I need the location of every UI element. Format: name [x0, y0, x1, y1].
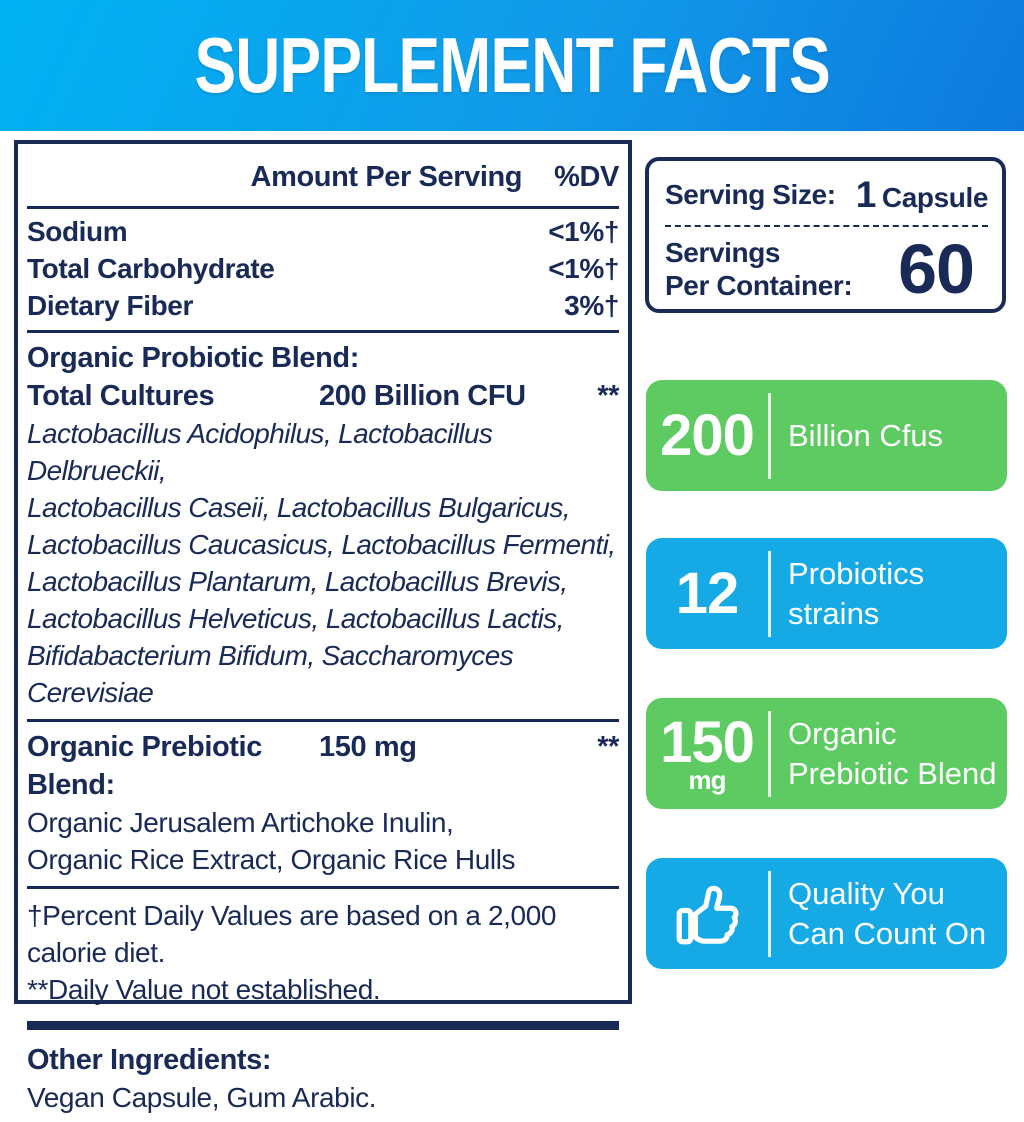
badge-prebiotic-blend: 150 mg Organic Prebiotic Blend [646, 698, 1007, 809]
dv-note: ** [597, 731, 619, 763]
serving-size-value: 1 Capsule [855, 174, 989, 216]
servings-per-container-value: 60 [898, 230, 975, 308]
dv-note: ** [597, 380, 619, 412]
divider [27, 206, 619, 209]
total-cultures-row: Total Cultures 200 Billion CFU ** [27, 377, 619, 415]
total-cultures-label: Total Cultures [27, 380, 215, 412]
nutrient-dv: <1%† [548, 253, 619, 284]
badge-number: 150 [660, 709, 755, 775]
probiotic-blend-title: Organic Probiotic Blend: [27, 342, 359, 374]
divider [27, 330, 619, 333]
prebiotic-blend-amount: 150 mg [319, 731, 417, 763]
divider [27, 719, 619, 722]
daily-value-footnote: †Percent Daily Values are based on a 2,0… [27, 900, 557, 968]
badge-label: Billion Cfus [788, 417, 944, 453]
nutrient-rows: Sodium <1%† Total Carbohydrate <1%† Diet… [18, 209, 628, 330]
table-row: Total Carbohydrate <1%† [27, 250, 619, 287]
badge-divider [768, 550, 771, 637]
other-ingredients-section: Other Ingredients: Vegan Capsule, Gum Ar… [18, 1035, 628, 1122]
prebiotic-blend-title: Organic Prebiotic Blend: [27, 731, 262, 801]
supplement-facts-panel: Amount Per Serving %DV Sodium <1%† Total… [14, 140, 632, 1113]
dashed-divider [665, 225, 988, 227]
badge-divider [768, 710, 771, 797]
table-row: Dietary Fiber 3%† [27, 287, 619, 324]
badge-value: 200 [660, 402, 755, 468]
serving-size-unit: Capsule [881, 182, 989, 213]
probiotic-blend-section: Organic Probiotic Blend: Total Cultures … [18, 333, 628, 719]
badge-label: Organic Prebiotic Blend [788, 715, 997, 791]
badge-label: Probiotics strains [788, 555, 925, 631]
nutrient-dv: 3%† [564, 290, 619, 321]
prebiotic-ingredients-list: Organic Jerusalem Artichoke Inulin, Orga… [27, 807, 516, 875]
other-ingredients-text: Vegan Capsule, Gum Arabic. [27, 1082, 377, 1113]
prebiotic-blend-row: Organic Prebiotic Blend: 150 mg ** [27, 728, 619, 804]
badge-billion-cfus: 200 Billion Cfus [646, 380, 1007, 491]
servings-per-container-row: Servings Per Container: 60 [665, 229, 988, 309]
thumbs-up-icon [646, 877, 768, 951]
probiotic-strains-list: Lactobacillus Acidophilus, Lactobacillus… [27, 418, 616, 708]
not-established-footnote: **Daily Value not established. [27, 974, 381, 1005]
facts-column-headers: Amount Per Serving %DV [18, 144, 628, 206]
nutrient-name: Dietary Fiber [27, 290, 193, 321]
badge-probiotics-strains: 12 Probiotics strains [646, 538, 1007, 649]
footnotes: †Percent Daily Values are based on a 2,0… [18, 889, 628, 1016]
divider [27, 886, 619, 889]
serving-size-label: Serving Size: [665, 179, 836, 210]
thick-divider [27, 1021, 619, 1030]
total-cultures-amount: 200 Billion CFU [319, 380, 526, 412]
serving-info-box: Serving Size: 1 Capsule Servings Per Cont… [645, 157, 1006, 313]
percent-dv-header: %DV [554, 161, 619, 193]
badge-quality: Quality You Can Count On [646, 858, 1007, 969]
badge-label: Quality You Can Count On [788, 875, 987, 951]
serving-size-number: 1 [855, 174, 877, 215]
servings-per-container-label: Servings Per Container: [665, 237, 853, 301]
nutrient-name: Sodium [27, 216, 128, 247]
table-row: Sodium <1%† [27, 213, 619, 250]
other-ingredients-title: Other Ingredients: [27, 1044, 272, 1076]
serving-size-row: Serving Size: 1 Capsule [665, 169, 988, 221]
badge-divider [768, 392, 771, 479]
header-banner: SUPPLEMENT FACTS [0, 0, 1024, 131]
amount-per-serving-header: Amount Per Serving [250, 161, 523, 193]
nutrient-name: Total Carbohydrate [27, 253, 275, 284]
badge-unit: mg [688, 764, 727, 795]
page-title: SUPPLEMENT FACTS [194, 21, 830, 109]
badge-divider [768, 870, 771, 957]
badge-value: 12 [675, 560, 740, 626]
prebiotic-blend-section: Organic Prebiotic Blend: 150 mg ** Organ… [18, 722, 628, 886]
nutrient-dv: <1%† [548, 216, 619, 247]
badge-value: 150 mg [646, 713, 768, 795]
